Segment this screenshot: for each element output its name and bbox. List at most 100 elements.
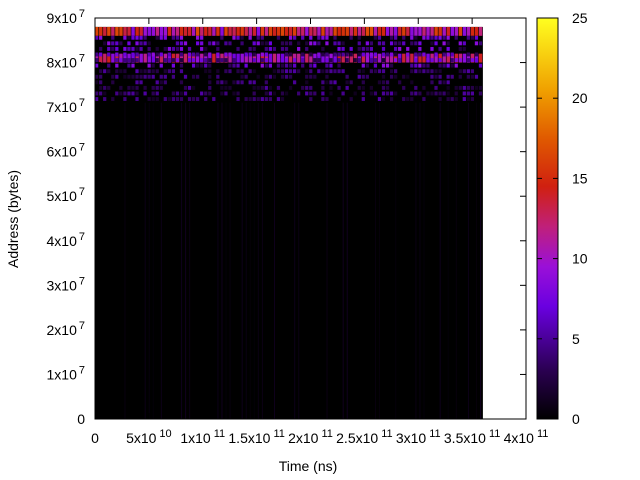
heatmap-cell bbox=[377, 26, 382, 36]
heatmap-cell bbox=[381, 80, 386, 85]
heatmap-cell bbox=[208, 91, 212, 96]
heatmap-cell bbox=[410, 97, 414, 101]
heatmap-cell bbox=[478, 41, 483, 46]
heatmap-cell bbox=[224, 91, 228, 96]
heatmap-cell bbox=[127, 46, 131, 51]
heatmap-cell bbox=[119, 58, 123, 62]
heatmap-cell bbox=[369, 85, 373, 90]
heatmap-cell bbox=[264, 46, 268, 51]
heatmap-cell bbox=[309, 74, 313, 79]
heatmap-cell bbox=[268, 74, 272, 79]
heatmap-cell bbox=[163, 80, 167, 85]
heatmap-cell bbox=[476, 102, 478, 420]
y-tick-label: 3x10 7 bbox=[47, 275, 85, 293]
heatmap-cell bbox=[183, 26, 188, 36]
heatmap-cell bbox=[410, 26, 414, 36]
heatmap-cell bbox=[268, 63, 272, 68]
heatmap-cell bbox=[462, 41, 466, 46]
heatmap-cell bbox=[280, 26, 285, 36]
heatmap-cell bbox=[240, 69, 244, 74]
heatmap-cell bbox=[99, 35, 103, 40]
heatmap-cell bbox=[99, 91, 103, 96]
heatmap-cell bbox=[159, 35, 163, 40]
heatmap-cell bbox=[478, 53, 483, 63]
heatmap-cell bbox=[430, 41, 434, 46]
x-tick-label: 4x10 11 bbox=[504, 428, 549, 446]
heatmap-cell bbox=[248, 26, 252, 36]
heatmap-cell bbox=[179, 63, 184, 68]
heatmap-cell bbox=[353, 91, 357, 96]
heatmap-cell bbox=[208, 26, 212, 36]
heatmap-cell bbox=[365, 53, 370, 63]
heatmap-cell bbox=[163, 74, 167, 79]
heatmap-cell bbox=[381, 74, 386, 79]
heatmap-cell bbox=[467, 102, 469, 420]
heatmap-cell bbox=[256, 85, 260, 90]
heatmap-cell bbox=[309, 69, 313, 74]
heatmap-cell bbox=[159, 26, 164, 36]
heatmap-cell bbox=[361, 80, 365, 85]
heatmap-cell bbox=[131, 74, 135, 79]
heatmap-cell bbox=[175, 58, 180, 62]
heatmap-cell bbox=[171, 91, 176, 96]
heatmap-cell bbox=[333, 26, 337, 36]
heatmap-cell bbox=[480, 102, 482, 420]
heatmap-cell bbox=[394, 26, 398, 36]
heatmap-cell bbox=[410, 80, 414, 85]
heatmap-cell bbox=[276, 97, 281, 101]
heatmap-cell bbox=[99, 80, 103, 85]
heatmap-cell bbox=[163, 58, 167, 62]
heatmap-cell bbox=[325, 58, 329, 62]
heatmap-cell bbox=[470, 97, 475, 101]
heatmap-cell bbox=[422, 97, 426, 101]
heatmap-cell bbox=[292, 80, 297, 85]
heatmap-cell bbox=[131, 63, 135, 68]
heatmap-cell bbox=[333, 35, 337, 40]
colorbar-tick-label: 25 bbox=[572, 10, 588, 26]
heatmap-cell bbox=[115, 58, 119, 62]
heatmap-cell bbox=[402, 74, 406, 79]
heatmap-cell bbox=[127, 41, 131, 46]
heatmap-cell bbox=[123, 26, 127, 36]
heatmap-cell bbox=[284, 26, 289, 36]
heatmap-cell bbox=[414, 91, 418, 96]
heatmap-cell bbox=[127, 63, 131, 68]
heatmap-cell bbox=[381, 46, 386, 51]
heatmap-cell bbox=[103, 69, 107, 74]
heatmap-cell bbox=[139, 80, 143, 85]
heatmap-cell bbox=[135, 41, 139, 46]
heatmap-cell bbox=[462, 69, 466, 74]
heatmap-cell bbox=[276, 35, 281, 40]
heatmap-cell bbox=[204, 26, 208, 36]
heatmap-cell bbox=[284, 41, 289, 46]
heatmap-cell bbox=[107, 63, 111, 68]
heatmap-cell bbox=[123, 58, 127, 62]
heatmap-cell bbox=[377, 97, 382, 101]
heatmap-cell bbox=[434, 69, 438, 74]
heatmap-cell bbox=[159, 80, 163, 85]
heatmap-cell bbox=[187, 58, 192, 62]
heatmap-cell bbox=[171, 26, 176, 36]
heatmap-cell bbox=[474, 41, 479, 46]
heatmap-cell bbox=[389, 69, 394, 74]
heatmap-cell bbox=[171, 74, 176, 79]
heatmap-cell bbox=[458, 85, 462, 90]
heatmap-cell bbox=[325, 26, 329, 36]
heatmap-cell bbox=[345, 26, 349, 36]
heatmap-cell bbox=[99, 52, 103, 57]
heatmap-cell bbox=[163, 26, 168, 36]
heatmap-cell bbox=[204, 69, 208, 74]
heatmap-cell bbox=[373, 91, 378, 96]
heatmap-cell bbox=[337, 46, 341, 51]
heatmap-cell bbox=[294, 102, 296, 420]
heatmap-cell bbox=[260, 85, 264, 90]
heatmap-cell bbox=[273, 102, 275, 420]
heatmap-cell bbox=[244, 52, 248, 57]
heatmap-cell bbox=[438, 63, 442, 68]
heatmap-cell bbox=[305, 85, 309, 90]
heatmap-cell bbox=[264, 63, 268, 68]
heatmap-cell bbox=[200, 46, 204, 51]
heatmap-cell bbox=[305, 69, 309, 74]
heatmap-cell bbox=[450, 74, 454, 79]
heatmap-cell bbox=[462, 85, 466, 90]
